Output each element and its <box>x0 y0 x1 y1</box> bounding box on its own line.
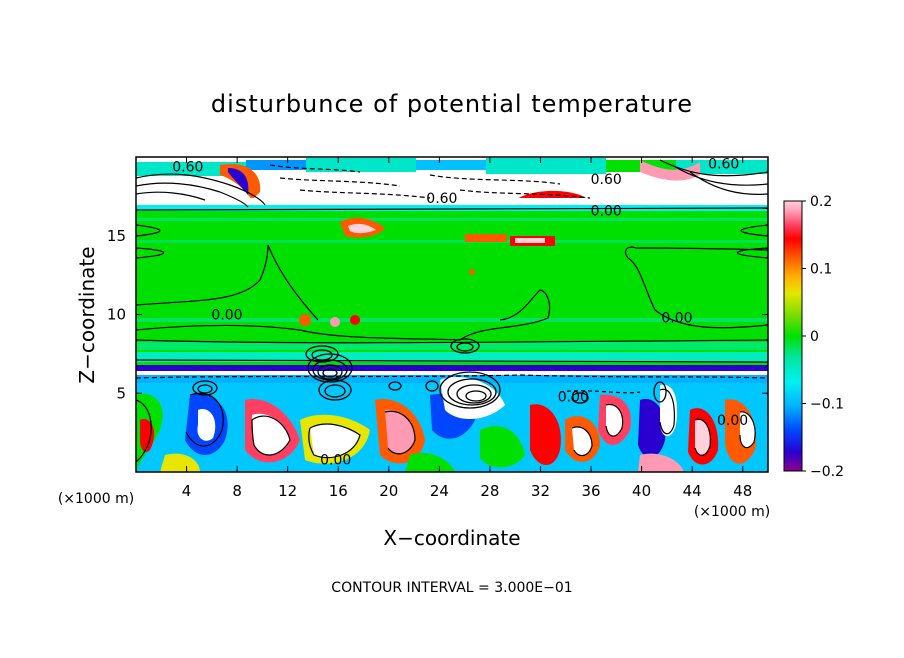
y-tick-label: 5 <box>116 384 126 402</box>
contour-value-label: 0.00 <box>661 311 692 327</box>
contour-interval-label: CONTOUR INTERVAL = 3.000E−01 <box>331 580 572 596</box>
contour-value-label: 0.00 <box>211 308 242 324</box>
contour-value-label: 0.60 <box>426 191 457 207</box>
colorbar <box>783 200 803 472</box>
x-tick-label: 8 <box>232 482 242 500</box>
contour-value-label: 0.60 <box>172 159 203 175</box>
colorbar-tick-label: −0.1 <box>810 397 844 413</box>
y-tick-label: 15 <box>107 227 126 245</box>
colorbar-tick-label: −0.2 <box>810 464 844 480</box>
x-tick-label: 16 <box>329 482 348 500</box>
colorbar-tick-label: 0.1 <box>810 262 832 278</box>
x-axis-title: X−coordinate <box>383 526 520 550</box>
x-tick-label: 32 <box>531 482 550 500</box>
contour-value-label: 0.00 <box>717 413 748 429</box>
x-tick-label: 24 <box>430 482 449 500</box>
x-tick-label: 44 <box>683 482 702 500</box>
colorbar-tick-label: 0.2 <box>810 194 832 210</box>
x-unit-label: (×1000 m) <box>694 504 770 520</box>
contour-lines <box>136 159 768 463</box>
colorbar-tick-label: 0 <box>810 329 819 345</box>
x-tick-label: 28 <box>480 482 499 500</box>
contour-value-label: 0.60 <box>591 172 622 188</box>
x-tick-label: 36 <box>581 482 600 500</box>
x-tick-label: 48 <box>733 482 752 500</box>
y-axis-title: Z−coordinate <box>75 246 99 383</box>
y-unit-label: (×1000 m) <box>58 491 134 507</box>
x-tick-label: 20 <box>379 482 398 500</box>
x-tick-label: 12 <box>278 482 297 500</box>
chart-title: disturbunce of potential temperature <box>211 90 693 118</box>
contour-value-label: 0.00 <box>558 389 589 405</box>
x-tick-label: 40 <box>632 482 651 500</box>
contour-labels: 0.60 0.60 0.60 0.60 0.00 0.00 0.00 0.00 0.00 0.00 <box>172 156 748 468</box>
contour-value-label: 0.00 <box>591 204 622 220</box>
dense-contour-clusters <box>192 338 667 409</box>
colorbar-ticks: 0.2 0.1 0 −0.1 −0.2 <box>802 194 844 480</box>
contour-value-label: 0.60 <box>708 156 739 172</box>
y-tick-label: 10 <box>107 306 126 324</box>
contour-value-label: 0.00 <box>320 452 351 468</box>
x-tick-label: 4 <box>182 482 192 500</box>
